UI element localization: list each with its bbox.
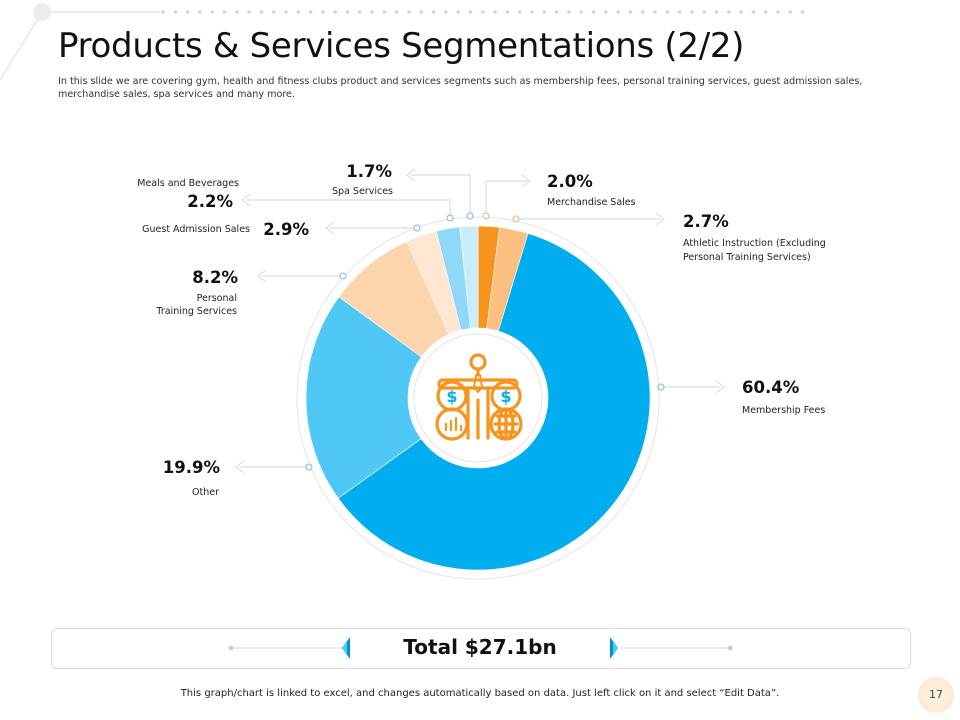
callout-arrow-icon	[406, 168, 416, 182]
callout-anchor-dot	[466, 212, 474, 220]
decorative-header-line	[0, 3, 805, 81]
total-banner-decoration	[228, 637, 733, 659]
callout-anchor-dot	[305, 463, 313, 471]
callout-anchor-dot	[482, 212, 490, 220]
data-label-value-athletic-instruction-excluding-personal-training-services: 2.7%	[683, 212, 729, 231]
data-label-name-guest-admission-sales: Guest Admission Sales	[142, 224, 250, 235]
businessman-balance-scale-icon	[435, 353, 523, 441]
callout-anchor-dot	[413, 224, 421, 232]
callout-anchor-dot	[657, 383, 665, 391]
callout-anchor-dot	[446, 214, 454, 222]
data-label-name-athletic-instruction-excluding-personal-training-services: Personal Training Services)	[683, 252, 811, 263]
data-label-value-personal-training-services: 8.2%	[192, 268, 238, 287]
callout-arrow-icon	[235, 460, 245, 474]
callout-arrow-icon	[521, 174, 531, 188]
callout-line-merchandise-sales	[485, 180, 528, 216]
data-label-name-membership-fees: Membership Fees	[742, 405, 825, 416]
data-label-value-membership-fees: 60.4%	[742, 378, 800, 397]
data-label-value-meals-and-beverages: 2.2%	[187, 192, 233, 211]
dollar-symbol-left-icon: $	[446, 387, 457, 406]
data-label-name-athletic-instruction-excluding-personal-training-services: Athletic Instruction (Excluding	[683, 238, 826, 249]
donut-chart[interactable]: $ $ 2.0% Merchandise Sales 2.7% Athletic In…	[0, 0, 960, 620]
inner-ring	[413, 333, 543, 463]
data-label-value-guest-admission-sales: 2.9%	[263, 220, 309, 239]
data-label-name-personal-training-services: Training Services	[155, 306, 237, 317]
total-value: Total $27.1bn	[403, 635, 557, 659]
page-title: Products & Services Segmentations (2/2)	[58, 26, 745, 66]
callout-arrow-icon	[241, 193, 251, 207]
callout-arrow-icon	[715, 380, 725, 394]
page-subtitle: In this slide we are covering gym, healt…	[58, 76, 863, 100]
data-label-name-spa-services: Spa Services	[332, 186, 393, 197]
footer-note: This graph/chart is linked to excel, and…	[180, 688, 780, 699]
callout-anchor-dot	[339, 272, 347, 280]
data-label-name-merchandise-sales: Merchandise Sales	[547, 197, 636, 208]
page-number: 17	[918, 677, 954, 713]
callout-line-spa-services	[411, 174, 471, 216]
dollar-symbol-right-icon: $	[500, 387, 511, 406]
callout-anchor-dot	[512, 215, 520, 223]
data-label-name-other: Other	[192, 487, 219, 498]
callout-line-meals-and-beverages	[246, 199, 451, 218]
outer-ring	[296, 216, 660, 580]
inner-hole	[408, 328, 548, 468]
callout-arrow-icon	[325, 221, 335, 235]
data-label-value-spa-services: 1.7%	[346, 162, 392, 181]
data-label-name-personal-training-services: Personal	[197, 293, 237, 304]
callout-arrow-icon	[655, 212, 665, 226]
total-banner	[51, 628, 911, 669]
callout-arrow-icon	[257, 269, 267, 283]
data-label-value-other: 19.9%	[163, 458, 221, 477]
data-label-value-merchandise-sales: 2.0%	[547, 172, 593, 191]
data-label-name-meals-and-beverages: Meals and Beverages	[137, 178, 239, 189]
